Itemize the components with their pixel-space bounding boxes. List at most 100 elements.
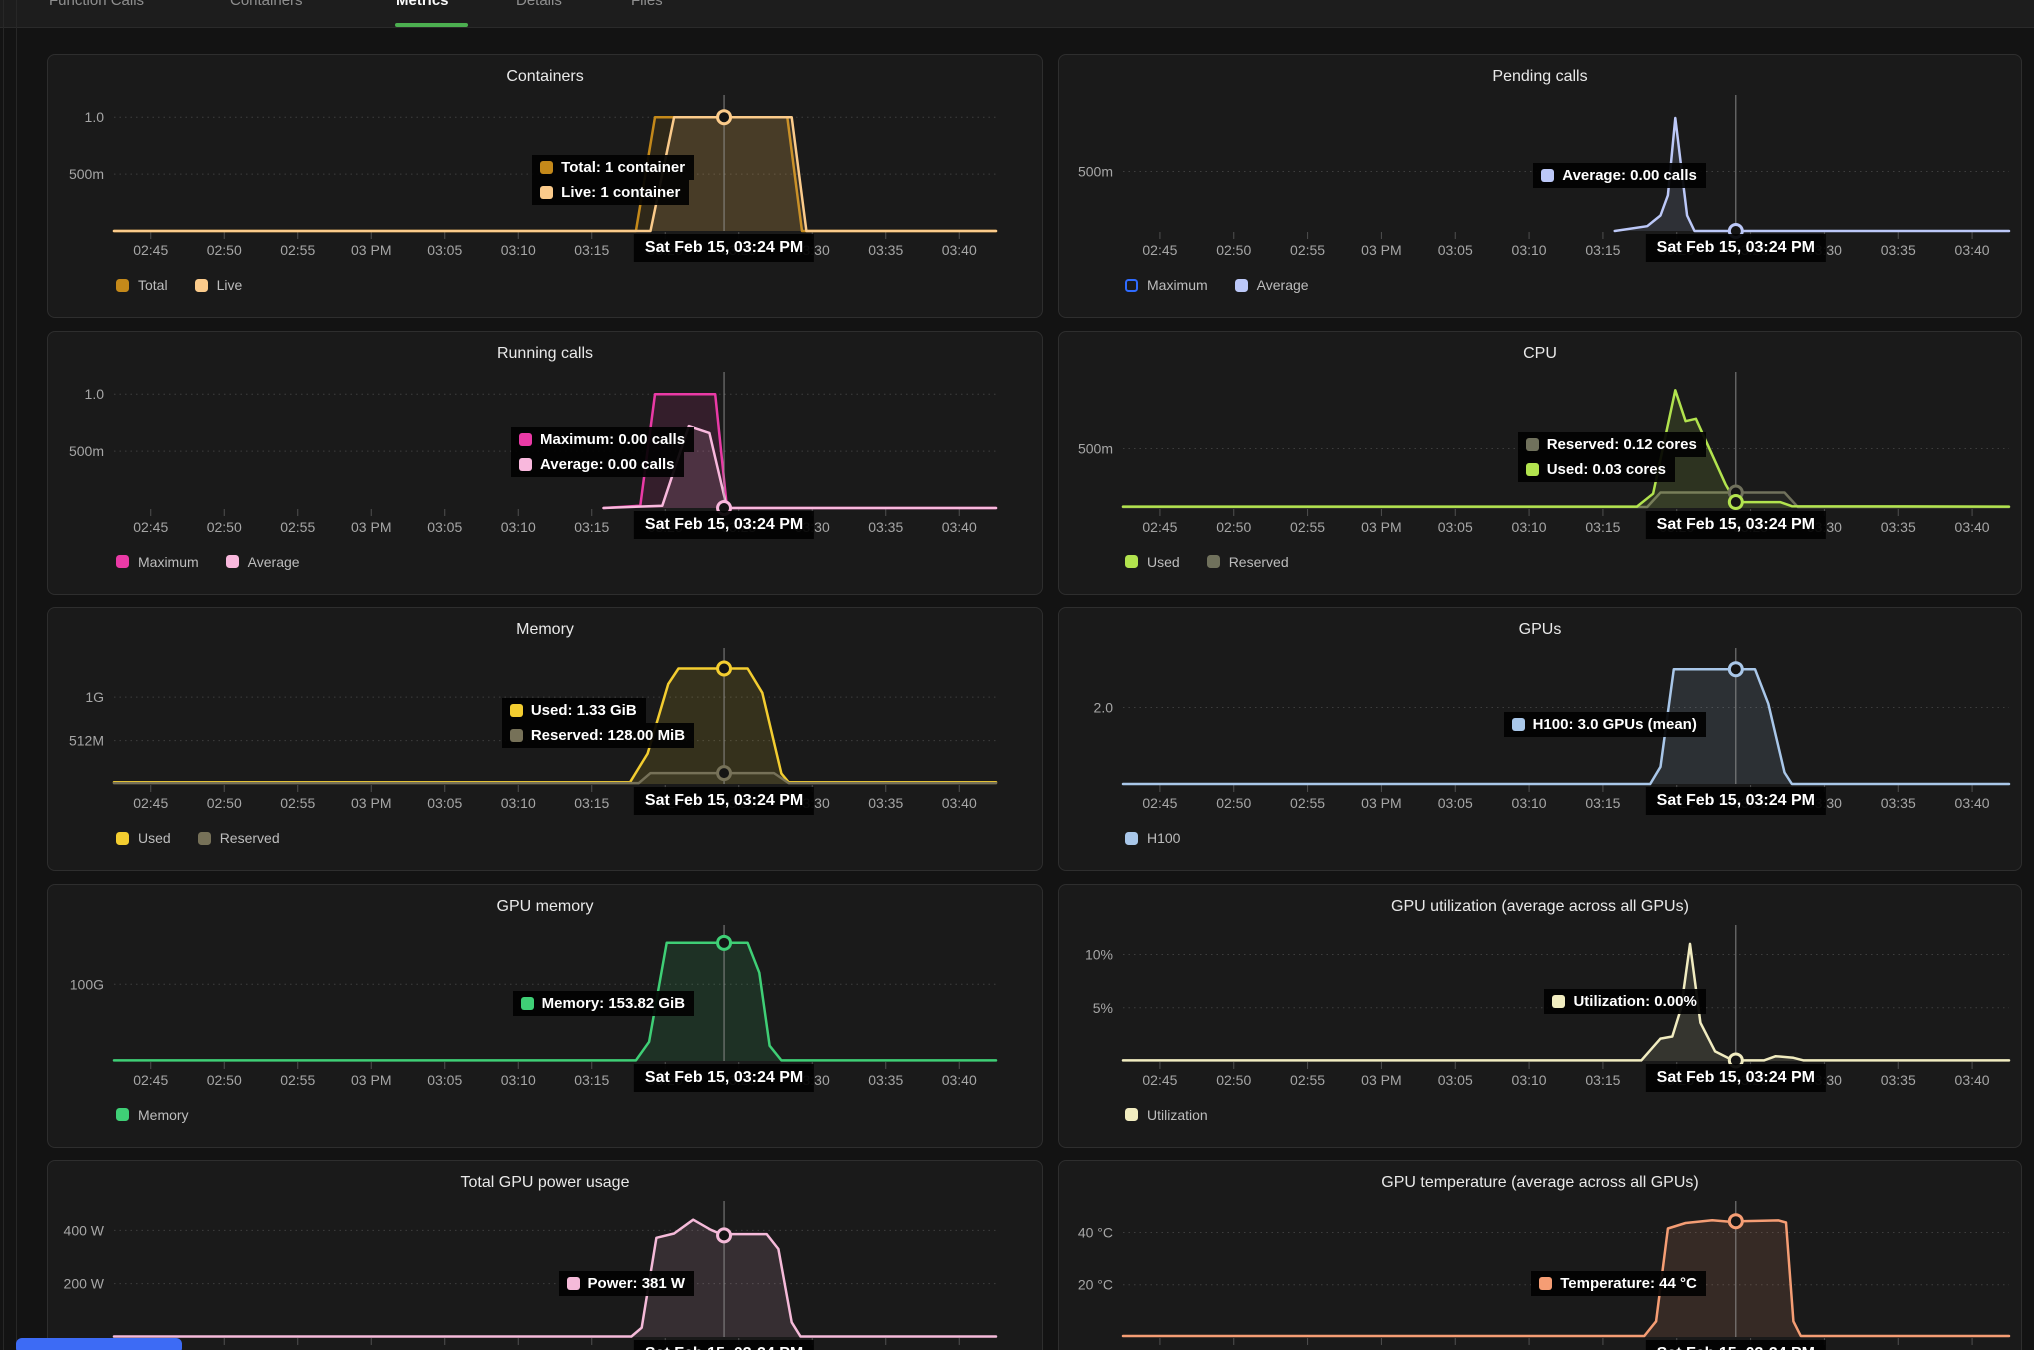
svg-text:02:45: 02:45: [1142, 519, 1177, 535]
svg-text:1.0: 1.0: [85, 109, 105, 125]
chart-card-gpu-memory: GPU memory 100G 02:45 02:50 02:55 03 PM 03:05 0…: [47, 883, 1043, 1148]
chart-card-cpu: CPU 500m 02:45 02:50 02:55 03 PM 03:05 03:10 03:…: [1058, 330, 2022, 595]
chart-legend: Utilization: [1125, 1107, 1208, 1123]
chart-card-gpu-utilization-average-across-all-gpus-: GPU utilization (average across all GPUs…: [1058, 883, 2022, 1148]
svg-text:03:40: 03:40: [1955, 795, 1990, 811]
svg-text:03:15: 03:15: [1585, 519, 1620, 535]
chart-title: GPU temperature (average across all GPUs…: [1381, 1174, 1699, 1191]
legend-item-average[interactable]: Average: [225, 553, 300, 570]
svg-text:03:40: 03:40: [1955, 242, 1990, 258]
crosshair-time-tooltip: Sat Feb 15, 03:24 PM: [633, 1340, 815, 1350]
legend-item-total[interactable]: Total: [116, 277, 168, 293]
svg-text:1G: 1G: [85, 689, 104, 705]
chart-plot[interactable]: 2.0 02:45 02:50 02:55 03 PM 03:05 03:10 03:15 03…: [1059, 608, 2022, 871]
hover-tooltip: Utilization: 0.00%: [1544, 988, 1706, 1014]
svg-text:03:10: 03:10: [1512, 1348, 1547, 1350]
chart-plot[interactable]: 10% 5% 02:45 02:50 02:55 03 PM 03:05 03:10 03:15…: [1059, 885, 2022, 1148]
svg-text:03:10: 03:10: [501, 519, 536, 535]
tooltip-series-swatch: [509, 729, 523, 742]
tooltip-value: Power: 381 W: [587, 1275, 686, 1292]
hover-tooltip: H100: 3.0 GPUs (mean): [1503, 712, 1706, 737]
tooltip-value: Average: 0.00 calls: [539, 455, 675, 473]
legend-item-h100[interactable]: H100: [1125, 830, 1180, 846]
tooltip-series-swatch: [1539, 1277, 1553, 1290]
svg-text:02:50: 02:50: [207, 242, 242, 258]
chart-plot[interactable]: 500m 02:45 02:50 02:55 03 PM 03:05 03:10 03:15 0…: [1059, 332, 2022, 595]
tab-files[interactable]: Files: [631, 0, 663, 9]
tab-metrics[interactable]: Metrics: [396, 0, 449, 9]
legend-item-reserved[interactable]: Reserved: [1206, 554, 1289, 570]
legend-item-used[interactable]: Used: [116, 830, 171, 846]
chart-legend: Used Reserved: [116, 830, 280, 846]
legend-item-maximum[interactable]: Maximum: [116, 554, 199, 570]
svg-text:03:40: 03:40: [1955, 519, 1990, 535]
svg-text:1.0: 1.0: [85, 386, 105, 402]
hover-tooltip: Power: 381 W: [558, 1271, 695, 1296]
legend-label: Maximum: [138, 553, 199, 570]
svg-text:03:40: 03:40: [1955, 1072, 1990, 1088]
svg-text:02:45: 02:45: [1142, 1072, 1177, 1088]
svg-text:03:40: 03:40: [942, 1072, 977, 1088]
svg-text:02:50: 02:50: [1216, 1072, 1251, 1088]
chart-card-running-calls: Running calls 1.0 500m 02:45 02:50 02:55 03 PM…: [47, 330, 1043, 595]
legend-item-used[interactable]: Used: [1125, 554, 1180, 570]
hover-tooltip: Memory: 153.82 GiB: [512, 990, 695, 1016]
svg-text:03 PM: 03 PM: [1361, 1348, 1401, 1350]
chart-plot[interactable]: 100G 02:45 02:50 02:55 03 PM 03:05 03:10 03:15 0…: [48, 885, 1043, 1148]
svg-text:03:15: 03:15: [1585, 795, 1620, 811]
svg-text:03:35: 03:35: [868, 1348, 903, 1350]
chart-legend: Memory: [116, 1107, 189, 1123]
tab-containers[interactable]: Containers: [230, 0, 303, 9]
tooltip-series-swatch: [1525, 437, 1539, 451]
svg-text:03:10: 03:10: [1512, 242, 1547, 258]
chart-legend: H100: [1125, 830, 1180, 846]
legend-item-reserved[interactable]: Reserved: [197, 830, 280, 846]
svg-text:03:40: 03:40: [942, 1348, 977, 1350]
chart-plot[interactable]: 1.0 500m 02:45 02:50 02:55 03 PM 03:05 03:10 03:…: [48, 55, 1043, 318]
svg-text:03 PM: 03 PM: [351, 1348, 391, 1350]
svg-text:02:55: 02:55: [280, 1072, 315, 1088]
legend-swatch: [1125, 1108, 1138, 1121]
legend-item-live[interactable]: Live: [194, 277, 242, 293]
svg-text:03:35: 03:35: [1881, 519, 1916, 535]
svg-text:03:05: 03:05: [1438, 1072, 1473, 1088]
legend-label: Used: [138, 830, 171, 846]
chart-title: GPU utilization (average across all GPUs…: [1391, 897, 1689, 915]
chart-card-memory: Memory 1G 512M 02:45 02:50 02:55 03 PM 03:05 03:…: [47, 607, 1043, 871]
legend-item-average[interactable]: Average: [1234, 277, 1309, 293]
legend-label: Average: [247, 553, 300, 570]
tooltip-value: Temperature: 44 °C: [1560, 1275, 1697, 1292]
legend-label: Used: [1147, 553, 1180, 570]
svg-text:500m: 500m: [69, 166, 104, 182]
svg-text:03:10: 03:10: [501, 242, 536, 258]
tooltip-series-swatch: [1525, 462, 1539, 476]
svg-text:500m: 500m: [1078, 164, 1113, 180]
crosshair-time-tooltip: Sat Feb 15, 03:24 PM: [1645, 787, 1826, 815]
chart-plot[interactable]: 40 °C 20 °C 02:45 02:50 02:55 03 PM 03:05 03:10…: [1059, 1161, 2022, 1350]
legend-swatch: [225, 555, 239, 568]
chart-legend: Maximum Average: [1125, 277, 1309, 293]
svg-text:100G: 100G: [70, 976, 104, 992]
svg-text:03:35: 03:35: [868, 1072, 903, 1088]
chart-title: Pending calls: [1492, 68, 1588, 85]
bottom-left-blue-bar: [16, 1338, 182, 1350]
legend-item-maximum[interactable]: Maximum: [1125, 277, 1208, 293]
legend-item-memory[interactable]: Memory: [116, 1107, 189, 1123]
svg-text:400 W: 400 W: [64, 1222, 105, 1238]
svg-text:02:45: 02:45: [1142, 242, 1177, 258]
tab-details[interactable]: Details: [516, 0, 562, 9]
svg-text:03:35: 03:35: [1881, 1072, 1916, 1088]
svg-text:02:50: 02:50: [207, 1072, 242, 1088]
svg-text:200 W: 200 W: [64, 1276, 105, 1292]
legend-swatch: [1125, 555, 1138, 568]
crosshair-time-tooltip: Sat Feb 15, 03:24 PM: [633, 1063, 815, 1092]
tab-function-calls[interactable]: Function Calls: [49, 0, 145, 9]
tooltip-value: Reserved: 128.00 MiB: [530, 727, 686, 744]
chart-card-gpus: GPUs 2.0 02:45 02:50 02:55 03 PM 03:05 03:10 03:…: [1058, 607, 2022, 871]
tooltip-series-swatch: [518, 432, 532, 446]
chart-title: GPU memory: [496, 897, 594, 915]
svg-text:500m: 500m: [1078, 440, 1113, 456]
legend-item-utilization[interactable]: Utilization: [1125, 1107, 1208, 1123]
